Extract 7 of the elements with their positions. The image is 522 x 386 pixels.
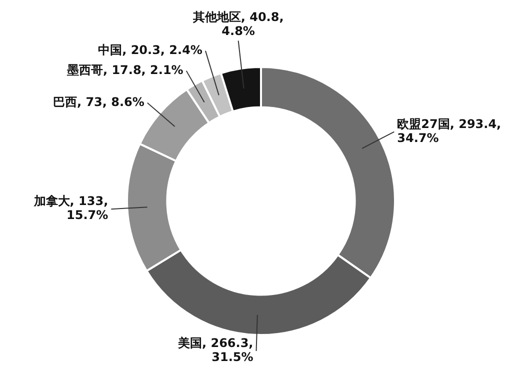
slice-label: 加拿大, 133, 15.7% — [32, 194, 108, 222]
slice-label: 美国, 266.3, 31.5% — [176, 336, 254, 364]
slice-label: 其他地区, 40.8, 4.8% — [192, 10, 284, 38]
slice-label: 墨西哥, 17.8, 2.1% — [66, 62, 184, 77]
slice-label: 欧盟27国, 293.4, 34.7% — [397, 116, 502, 145]
slice-label: 中国, 20.3, 2.4% — [98, 42, 202, 57]
slice-label: 巴西, 73, 8.6% — [52, 95, 144, 110]
